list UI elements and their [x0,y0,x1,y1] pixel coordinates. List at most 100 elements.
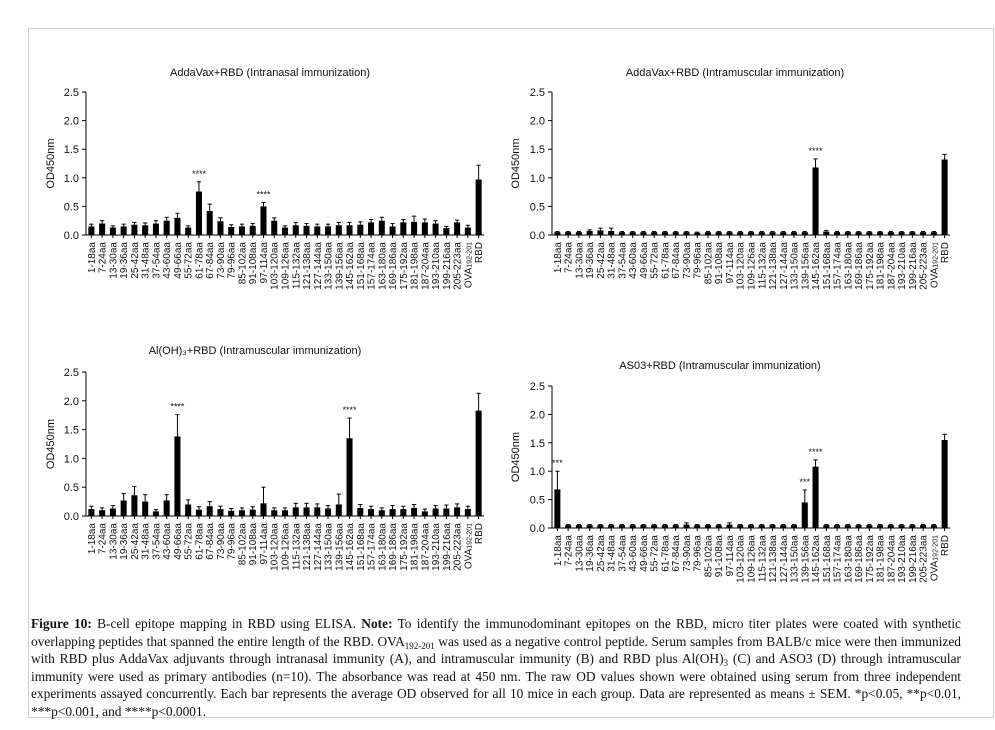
x-tick-label: 55-72aa [184,242,195,279]
bar [281,227,289,235]
bar [898,525,905,528]
bar [443,228,450,235]
x-tick-label: 205-223aa [453,242,464,290]
bar [618,525,625,528]
y-tick-label: 2.0 [64,116,79,128]
y-tick-label: 0.0 [64,230,79,242]
bar [930,232,937,235]
bar [877,525,884,528]
bar [120,500,127,516]
bar [314,507,321,516]
x-tick-label: 67-84aa [671,535,682,572]
bar [769,525,776,528]
x-tick-label: 103-120aa [270,523,281,571]
bar [866,525,873,528]
bar [683,524,690,528]
x-tick-label: 103-120aa [270,242,281,290]
bar [909,525,916,528]
bar [378,510,385,516]
y-tick-label: 1.5 [530,438,545,450]
x-tick-label: 145-162aa [811,535,822,583]
x-tick-label: 7-24aa [98,523,109,555]
x-tick-label: 43-60aa [162,523,173,560]
x-tick-label: 49-66aa [173,523,184,560]
caption-text-2: was used as a negative control peptide. … [31,633,962,667]
bar [855,525,862,528]
bar [195,191,202,235]
y-tick-label: 1.0 [64,173,79,185]
x-tick-label: 163-180aa [377,523,388,571]
x-tick-label: 133-150aa [324,523,335,571]
bar [109,508,116,516]
y-tick-label: 0.5 [530,201,545,213]
bar [672,525,679,528]
x-tick-label: 127-144aa [313,523,324,571]
bar [629,525,636,528]
x-tick-label-subscript: 192-201 [466,523,473,549]
x-tick-label: 199-216aa [442,242,453,290]
x-tick-label: 85-102aa [703,535,714,578]
y-tick-label: 2.5 [530,381,545,393]
x-tick-label: 97-114aa [259,242,270,284]
y-axis-title: OD450nm [45,419,57,469]
y-tick-label: 0.5 [530,495,545,507]
chart-panel-d: AS03+RBD (Intramuscular immunization) 0.0… [510,360,951,583]
x-tick-label: 175-192aa [399,242,410,290]
bar [758,232,765,235]
x-tick-label: 13-30aa [108,523,119,560]
bar [368,222,375,235]
x-tick-label: 187-204aa [886,242,897,290]
caption-text-3: (C) and ASO3 (D) through intramuscular i… [31,651,962,719]
bar [661,232,668,235]
bar [715,232,722,235]
bar [217,509,224,516]
chart-title: AddaVax+RBD (Intramuscular immunization) [626,67,844,79]
x-tick-label: 157-174aa [833,242,844,290]
x-tick-label: 145-162aa [345,242,356,290]
bar [421,511,428,516]
x-tick-label: 1-18aa [553,535,564,567]
x-tick-label: 127-144aa [313,242,324,290]
x-tick-label: 67-84aa [205,242,216,279]
bar [195,509,202,516]
bar [575,525,582,528]
x-tick-label: 55-72aa [184,523,195,560]
bar [844,525,851,528]
bar [575,232,582,235]
x-tick-label: 103-120aa [736,242,747,290]
bar [855,232,862,235]
x-tick-label-subscript: 192-201 [466,242,473,268]
x-tick-label: 157-174aa [833,535,844,583]
bar [823,231,830,235]
bar [260,206,267,235]
x-tick-label: 7-24aa [564,242,575,274]
bar [163,500,170,516]
x-tick-label: 1-18aa [553,242,564,274]
bar [834,525,841,528]
x-tick-label: 205-223aa [453,523,464,571]
bar [683,232,690,235]
bar [704,232,711,235]
bar [672,232,679,235]
x-tick-label: 199-216aa [908,242,919,290]
bar [346,438,353,516]
x-tick-label: 193-210aa [431,242,442,290]
bar [432,223,439,235]
bar [249,225,256,235]
x-tick-label: 187-204aa [420,523,431,571]
x-tick-label: RBD [940,535,951,556]
x-tick-label: 133-150aa [790,535,801,583]
x-tick-label: 31-48aa [607,535,618,572]
x-tick-label: 37-54aa [617,242,628,279]
bar [464,227,471,235]
x-tick-label: 19-36aa [119,523,130,560]
caption-text-1: To identify the immunodominant epitopes … [31,616,962,649]
bar [887,232,894,235]
x-tick-label: 163-180aa [377,242,388,290]
bar [131,495,138,516]
x-tick-label: 7-24aa [98,242,109,274]
bar [292,225,299,235]
bar [88,509,95,516]
bar [228,510,235,516]
chart-title: Al(OH)₃+RBD (Intramuscular immunization) [149,345,362,357]
